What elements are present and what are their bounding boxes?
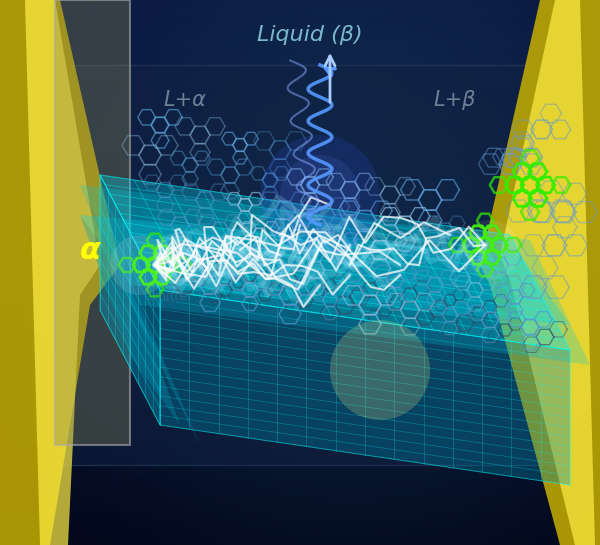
Polygon shape xyxy=(55,65,565,465)
Circle shape xyxy=(330,320,430,420)
Polygon shape xyxy=(0,0,120,545)
Text: Emitter: Emitter xyxy=(147,290,193,304)
Polygon shape xyxy=(55,0,130,445)
Circle shape xyxy=(460,220,520,280)
Circle shape xyxy=(280,155,360,235)
Polygon shape xyxy=(160,290,570,485)
Polygon shape xyxy=(80,185,590,365)
Polygon shape xyxy=(100,175,160,425)
Polygon shape xyxy=(80,215,570,325)
Polygon shape xyxy=(480,0,600,545)
Text: Liquid (β): Liquid (β) xyxy=(257,25,363,45)
Polygon shape xyxy=(500,0,595,545)
Circle shape xyxy=(260,135,380,255)
Text: L+α: L+α xyxy=(164,90,206,110)
Text: α: α xyxy=(79,235,101,264)
Polygon shape xyxy=(80,215,180,425)
Polygon shape xyxy=(80,185,200,445)
Polygon shape xyxy=(100,175,570,350)
Circle shape xyxy=(110,235,170,295)
Text: L+β: L+β xyxy=(434,90,476,110)
Polygon shape xyxy=(25,0,100,545)
